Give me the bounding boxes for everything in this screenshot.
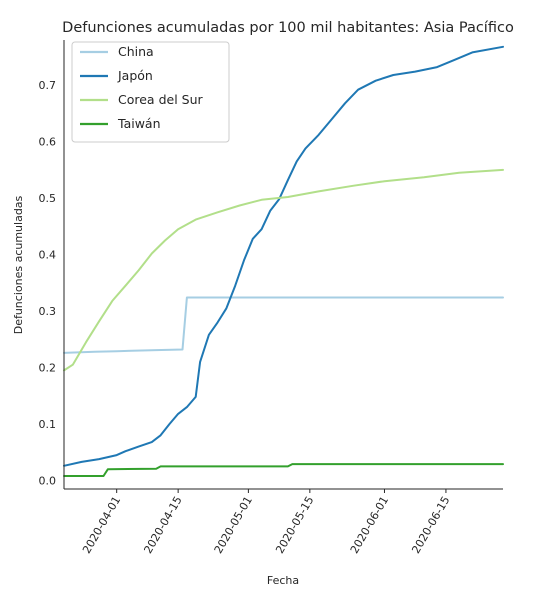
series-lines bbox=[63, 45, 504, 477]
y-tick-label: 0.7 bbox=[39, 79, 57, 92]
y-tick-label: 0.5 bbox=[39, 192, 57, 205]
legend-label: Japón bbox=[117, 68, 153, 83]
x-axis-ticks: 2020-04-01 2020-04-15 2020-05-01 2020-05-15… bbox=[80, 489, 453, 556]
x-tick-label: 2020-05-15 bbox=[273, 494, 316, 556]
chart-title: Defunciones acumuladas por 100 mil habit… bbox=[62, 20, 514, 36]
x-axis-label: Fecha bbox=[267, 574, 299, 587]
series-line bbox=[63, 296, 504, 354]
x-tick-label: 2020-06-01 bbox=[348, 494, 391, 556]
y-axis-label: Defunciones acumuladas bbox=[12, 195, 25, 334]
y-axis-ticks: 0.0 0.1 0.2 0.3 0.4 0.5 0.6 0.7 bbox=[39, 79, 57, 487]
legend-label: Corea del Sur bbox=[118, 92, 203, 107]
y-tick-label: 0.3 bbox=[39, 305, 57, 318]
x-tick-label: 2020-05-01 bbox=[212, 494, 255, 556]
y-tick-label: 0.4 bbox=[39, 249, 57, 262]
y-tick-label: 0.6 bbox=[39, 136, 57, 149]
series-line bbox=[63, 45, 504, 467]
series-line bbox=[63, 463, 504, 477]
legend: China Japón Corea del Sur Taiwán bbox=[71, 41, 230, 143]
y-tick-label: 0.2 bbox=[39, 362, 57, 375]
y-tick-label: 0.1 bbox=[39, 418, 57, 431]
legend-items: China Japón Corea del Sur Taiwán bbox=[80, 44, 203, 131]
y-tick-label: 0.0 bbox=[39, 475, 57, 488]
legend-label: China bbox=[118, 44, 154, 59]
series-line bbox=[63, 168, 504, 372]
x-tick-label: 2020-04-01 bbox=[80, 494, 123, 556]
x-tick-label: 2020-04-15 bbox=[142, 494, 185, 556]
x-tick-label: 2020-06-15 bbox=[409, 494, 452, 556]
legend-label: Taiwán bbox=[117, 116, 161, 131]
legend-frame bbox=[71, 41, 230, 143]
